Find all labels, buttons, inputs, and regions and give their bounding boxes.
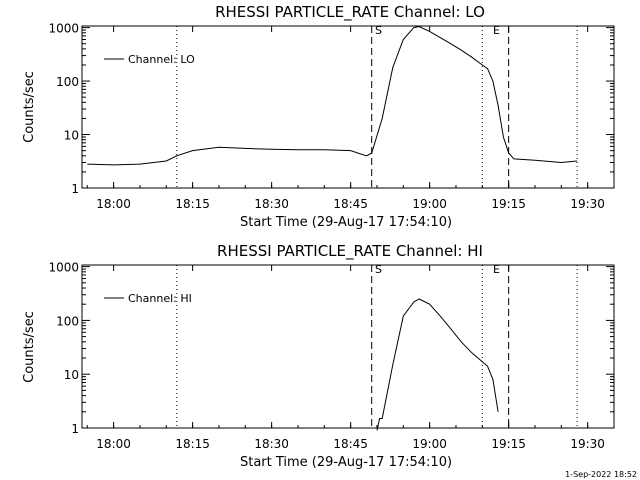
chart-lo-ticks: 18:00 18:15 18:30 18:45 19:00 19:15 19:30 1 10 10…: [48, 22, 615, 211]
generated-timestamp: 1-Sep-2022 18:52: [565, 470, 637, 479]
y-tick-label: 10: [64, 368, 79, 382]
x-tick-label: 18:00: [96, 197, 131, 211]
chart-hi-xlabel: Start Time (29-Aug-17 17:54:10): [240, 455, 452, 470]
x-tick-label: 19:15: [491, 437, 526, 451]
y-tick-label: 1: [71, 182, 79, 196]
chart-hi-ticks: 18:00 18:15 18:30 18:45 19:00 19:15 19:30 1 10 10…: [48, 261, 615, 451]
x-tick-label: 18:45: [333, 437, 368, 451]
chart-hi-start-marker: S: [375, 263, 382, 276]
chart-lo-end-marker: E: [493, 24, 500, 37]
chart-hi-series-line: [376, 298, 499, 431]
chart-hi-time-markers: [176, 265, 578, 428]
chart-hi-legend-label: Channel: HI: [128, 292, 192, 305]
x-tick-label: 19:00: [412, 437, 447, 451]
chart-lo-title: RHESSI PARTICLE_RATE Channel: LO: [215, 3, 485, 22]
chart-hi: RHESSI PARTICLE_RATE Channel: HI Counts/…: [22, 242, 615, 470]
chart-lo-time-markers: [176, 26, 578, 188]
x-tick-label: 18:45: [333, 197, 368, 211]
x-tick-label: 19:30: [570, 197, 605, 211]
x-tick-label: 19:15: [491, 197, 526, 211]
chart-lo: RHESSI PARTICLE_RATE Channel: LO Counts/…: [22, 3, 615, 230]
chart-lo-ylabel: Counts/sec: [22, 71, 37, 143]
x-tick-label: 18:15: [175, 437, 210, 451]
chart-lo-plot-frame: [81, 25, 615, 189]
x-tick-label: 18:30: [254, 437, 289, 451]
chart-hi-end-marker: E: [493, 263, 500, 276]
x-tick-label: 18:30: [254, 197, 289, 211]
chart-hi-title: RHESSI PARTICLE_RATE Channel: HI: [217, 242, 483, 261]
x-tick-label: 19:00: [412, 197, 447, 211]
chart-hi-ylabel: Counts/sec: [22, 311, 37, 383]
y-tick-label: 1: [71, 422, 79, 436]
y-tick-label: 10: [64, 129, 79, 143]
chart-hi-plot-frame: [81, 264, 615, 429]
x-tick-label: 19:30: [570, 437, 605, 451]
x-tick-label: 18:15: [175, 197, 210, 211]
y-tick-label: 1000: [48, 22, 79, 36]
x-tick-label: 18:00: [96, 437, 131, 451]
chart-lo-legend-label: Channel: LO: [128, 53, 195, 66]
chart-lo-series-line: [87, 25, 578, 166]
chart-lo-start-marker: S: [375, 24, 382, 37]
chart-lo-xlabel: Start Time (29-Aug-17 17:54:10): [240, 215, 452, 230]
y-tick-label: 100: [56, 314, 79, 328]
y-tick-label: 100: [56, 75, 79, 89]
y-tick-label: 1000: [48, 261, 79, 275]
